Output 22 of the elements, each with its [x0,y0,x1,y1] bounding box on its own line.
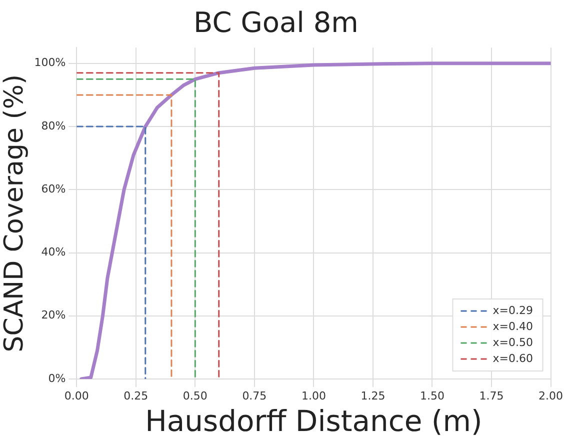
x-tick-label: 0.00 [64,389,89,402]
x-tick-label: 1.25 [360,389,386,402]
y-tick-label: 20% [41,308,66,322]
x-tick-label: 1.50 [420,389,444,402]
y-tick-label: 40% [41,246,66,259]
y-axis-title: SCAND Coverage (%) [0,74,30,352]
legend-label: x=0.50 [492,336,533,349]
x-axis-title: Hausdorff Distance (m) [145,404,482,438]
legend-label: x=0.29 [492,304,533,317]
x-tick-label: 0.75 [242,389,267,402]
legend-label: x=0.60 [492,352,533,365]
x-tick-label: 0.25 [124,389,148,402]
y-tick-label: 0% [48,372,66,385]
y-tick-label: 100% [34,56,66,70]
legend-label: x=0.40 [492,320,533,333]
x-tick-label: 1.75 [479,389,504,402]
x-tick-label: 0.50 [182,389,208,402]
x-tick-label: 1.00 [301,389,326,402]
y-tick-label: 80% [41,119,66,132]
chart-title: BC Goal 8m [194,6,358,40]
x-tick-label: 2.00 [538,389,564,402]
y-tick-label: 60% [41,182,66,196]
